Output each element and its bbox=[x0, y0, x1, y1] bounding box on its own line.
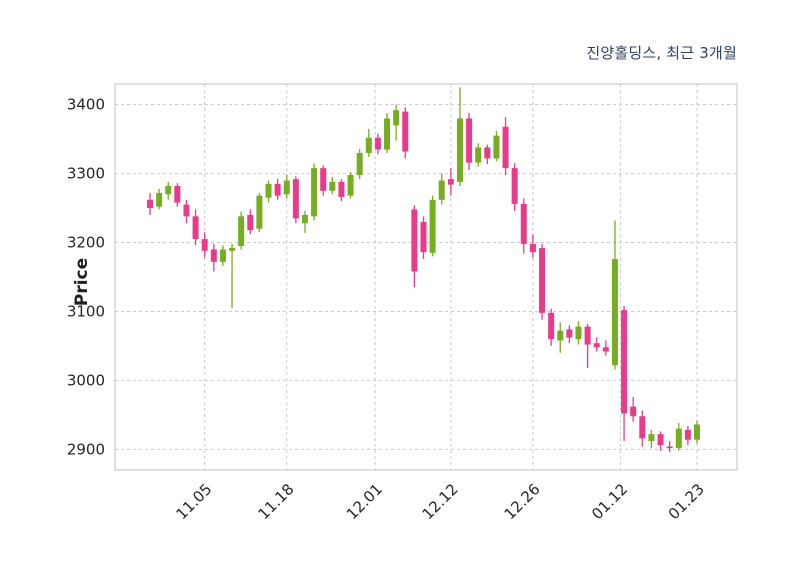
candle-body bbox=[511, 168, 518, 204]
y-tick-label: 3300 bbox=[67, 165, 105, 183]
candle-body bbox=[566, 329, 573, 338]
candle-body bbox=[374, 137, 381, 150]
candle-body bbox=[165, 186, 172, 195]
candle-body bbox=[238, 216, 245, 246]
candle-body bbox=[301, 214, 308, 224]
candle-body bbox=[694, 424, 700, 440]
candle-body bbox=[247, 214, 254, 231]
candle-body bbox=[201, 239, 208, 251]
candle-body bbox=[611, 259, 618, 366]
candle-body bbox=[493, 135, 500, 159]
candle-body bbox=[447, 179, 454, 185]
candle-body bbox=[557, 330, 564, 341]
candle-body bbox=[602, 347, 609, 352]
candle-body bbox=[292, 179, 299, 219]
candle-body bbox=[174, 186, 181, 203]
candle-body bbox=[484, 147, 491, 159]
x-tick-label: 11.18 bbox=[254, 480, 297, 523]
x-tick-label: 01.23 bbox=[665, 480, 708, 523]
candle-body bbox=[229, 248, 236, 251]
candle-body bbox=[384, 118, 391, 150]
candle-body bbox=[593, 343, 600, 348]
x-tick-label: 12.12 bbox=[419, 480, 462, 523]
x-tick-label: 01.12 bbox=[588, 480, 631, 523]
candle-body bbox=[338, 181, 345, 198]
candle-body bbox=[329, 181, 336, 191]
candle-body bbox=[365, 137, 372, 153]
y-tick-label: 2900 bbox=[67, 440, 105, 458]
candle-body bbox=[529, 243, 536, 253]
candle-body bbox=[210, 249, 217, 262]
candle-body bbox=[411, 209, 418, 272]
candle-body bbox=[265, 183, 272, 198]
candle-body bbox=[420, 221, 427, 253]
candle-body bbox=[256, 195, 263, 229]
candle-body bbox=[657, 434, 664, 446]
candle-body bbox=[502, 126, 509, 169]
candle-body bbox=[675, 428, 682, 448]
candle-body bbox=[156, 192, 163, 207]
candle-body bbox=[520, 203, 527, 244]
candle-body bbox=[320, 168, 327, 191]
candle-body bbox=[575, 326, 582, 340]
x-tick-label: 12.26 bbox=[501, 480, 544, 523]
y-tick-label: 3100 bbox=[67, 302, 105, 320]
candle-body bbox=[539, 248, 546, 313]
y-tick-label: 3000 bbox=[67, 371, 105, 389]
candle-body bbox=[438, 180, 445, 200]
candle-body bbox=[639, 416, 646, 439]
candle-body bbox=[548, 312, 555, 340]
candle-body bbox=[456, 118, 463, 182]
candle-body bbox=[630, 406, 637, 417]
y-tick-label: 3400 bbox=[67, 96, 105, 114]
candle-body bbox=[183, 204, 190, 217]
candle-body bbox=[475, 147, 482, 163]
candle-body bbox=[311, 168, 318, 217]
candle-body bbox=[274, 183, 281, 196]
candle-body bbox=[684, 430, 691, 440]
candle-body bbox=[648, 434, 655, 442]
x-tick-label: 11.05 bbox=[172, 480, 215, 523]
candle-body bbox=[466, 118, 473, 163]
candle-body bbox=[356, 152, 363, 175]
candle-body bbox=[347, 174, 354, 196]
candle-body bbox=[219, 249, 226, 262]
chart-title: 진양홀딩스, 최근 3개월 bbox=[586, 44, 737, 62]
candle-body bbox=[393, 110, 400, 126]
plot-border bbox=[114, 83, 738, 471]
candle-body bbox=[192, 216, 199, 240]
candle-body bbox=[402, 111, 409, 152]
y-tick-label: 3200 bbox=[67, 234, 105, 252]
candle-body bbox=[429, 199, 436, 253]
candle-body bbox=[147, 199, 153, 209]
candle-body bbox=[666, 446, 673, 449]
candle-body bbox=[283, 180, 290, 195]
candle-body bbox=[621, 310, 628, 414]
candle-body bbox=[584, 326, 591, 345]
x-tick-label: 12.01 bbox=[343, 480, 386, 523]
